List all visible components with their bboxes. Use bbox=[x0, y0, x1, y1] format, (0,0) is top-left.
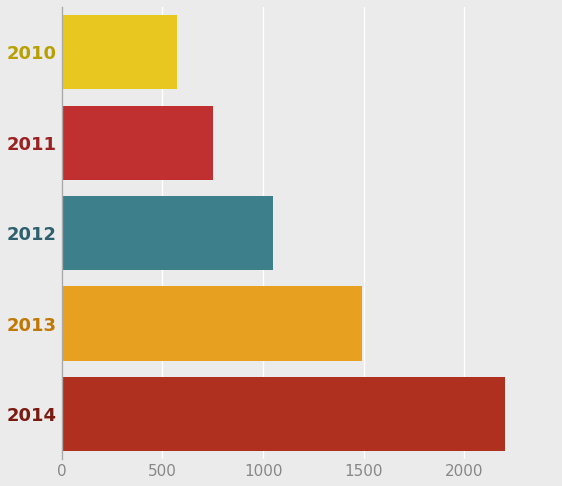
Bar bbox=[62, 377, 505, 451]
Bar bbox=[62, 105, 213, 180]
Bar bbox=[62, 196, 273, 270]
Bar bbox=[62, 286, 362, 361]
Bar bbox=[62, 15, 176, 89]
